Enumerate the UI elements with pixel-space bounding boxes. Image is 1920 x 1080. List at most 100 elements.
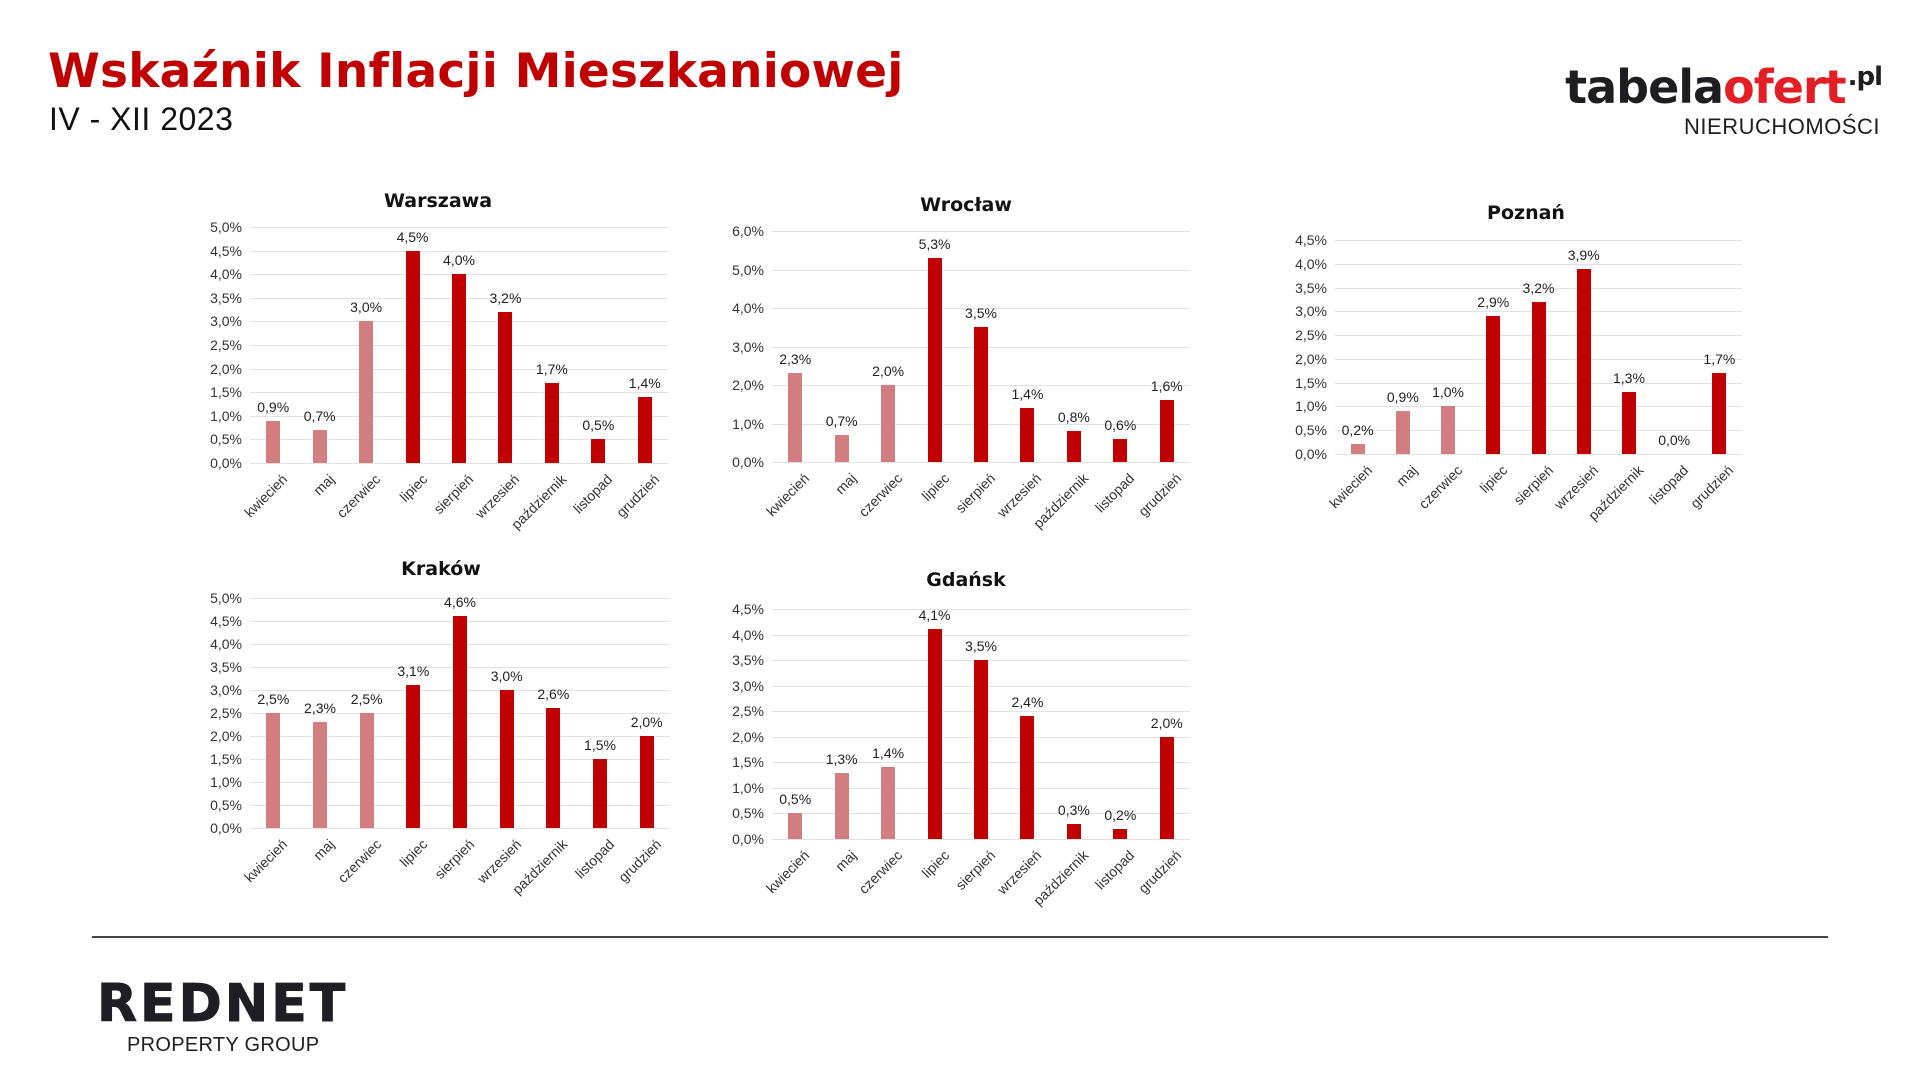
y-tick-label: 4,5% (1295, 232, 1327, 248)
data-label: 3,2% (1522, 279, 1555, 296)
logo-subtitle: NIERUCHOMOŚCI (1684, 114, 1880, 139)
x-tick-label: lipiec (395, 471, 430, 505)
data-label: 2,6% (537, 686, 570, 703)
x-tick-label: sierpień (952, 470, 999, 516)
x-tick-label: maj (831, 847, 859, 875)
y-tick-label: 1,5% (210, 384, 242, 401)
tabelaofert-wordmark: tabelaofert.pl (1565, 52, 1883, 112)
data-label: 3,1% (397, 663, 430, 680)
gridline (250, 598, 670, 599)
data-label: 1,4% (872, 745, 905, 762)
x-tick-label: lipiec (1476, 462, 1511, 496)
x-tick-label: maj (831, 470, 859, 498)
y-tick-label: 2,0% (732, 377, 764, 393)
y-tick-label: 3,5% (210, 659, 242, 675)
gridline (1335, 263, 1742, 265)
bar (1159, 400, 1174, 462)
bar (1020, 408, 1035, 462)
bar (312, 429, 327, 463)
rednet-wordmark: REDNET (96, 974, 349, 1034)
gridline (772, 231, 1190, 232)
data-label: 2,3% (779, 351, 812, 368)
bar (405, 250, 420, 463)
y-tick-label: 1,5% (1295, 374, 1327, 391)
y-tick-label: 1,0% (1295, 398, 1327, 415)
y-tick-label: 1,0% (732, 779, 764, 796)
data-label: 2,9% (1477, 294, 1510, 311)
y-tick-label: 1,0% (210, 407, 242, 424)
x-tick-label: maj (1392, 462, 1421, 490)
x-tick-label: grudzień (612, 471, 663, 521)
y-tick-label: 2,5% (732, 703, 764, 720)
data-label: 2,5% (257, 691, 290, 707)
gridline (250, 250, 668, 252)
bar (834, 435, 849, 462)
data-label: 2,0% (630, 714, 663, 730)
data-label: 1,7% (1703, 351, 1736, 368)
gridline (772, 308, 1190, 309)
gridline (772, 634, 1190, 636)
y-tick-label: 2,0% (1295, 350, 1327, 367)
data-label: 1,4% (1011, 386, 1044, 403)
bar (1159, 736, 1174, 839)
y-tick-label: 5,0% (210, 590, 242, 606)
x-tick-label: sierpień (430, 471, 477, 517)
x-tick-label: listopad (570, 471, 616, 517)
y-tick-label: 4,0% (210, 266, 242, 283)
data-label: 3,0% (350, 299, 383, 316)
x-tick-label: listopad (1646, 462, 1692, 508)
y-tick-label: 4,0% (1295, 255, 1327, 272)
bar (1113, 438, 1128, 462)
x-tick-label: lipiec (396, 836, 431, 870)
x-tick-label: grudzień (1134, 847, 1185, 897)
bar (359, 713, 374, 828)
bar (1712, 373, 1727, 454)
bar (974, 327, 988, 462)
gridline (772, 462, 1190, 463)
rednet-logo: REDNET PROPERTY GROUP (96, 974, 349, 1057)
y-tick-label: 0,5% (732, 805, 764, 822)
y-tick-label: 0,0% (210, 455, 242, 471)
bar (927, 257, 942, 462)
bar (974, 660, 988, 839)
data-label: 1,7% (535, 360, 568, 377)
x-tick-label: sierpień (1509, 462, 1556, 508)
y-tick-label: 3,0% (732, 677, 764, 694)
chart-title: Gdańsk (926, 569, 1006, 591)
data-label: 0,5% (582, 417, 615, 434)
y-tick-label: 3,0% (732, 338, 764, 355)
y-tick-label: 1,5% (732, 754, 764, 771)
bar (1066, 823, 1081, 839)
bar (1621, 392, 1636, 454)
data-label: 0,7% (825, 413, 858, 430)
y-tick-label: 4,0% (210, 636, 242, 652)
page-title: Wskaźnik Inflacji Mieszkaniowej (48, 44, 904, 99)
x-tick-label: grudzień (1687, 462, 1737, 512)
data-label: 0,0% (1658, 432, 1691, 448)
x-tick-label: kwiecień (763, 847, 813, 897)
y-tick-label: 2,0% (732, 728, 764, 745)
y-tick-label: 5,0% (732, 261, 764, 278)
data-label: 2,4% (1011, 694, 1044, 711)
bar (1441, 406, 1456, 454)
bar (1486, 316, 1501, 454)
gridline (250, 463, 668, 464)
data-label: 3,2% (489, 289, 522, 306)
y-tick-label: 2,0% (210, 728, 242, 744)
y-tick-label: 1,5% (210, 751, 242, 767)
y-tick-label: 3,0% (210, 682, 242, 698)
bar (499, 690, 514, 828)
x-tick-label: sierpień (431, 836, 478, 882)
x-tick-label: listopad (1092, 470, 1138, 516)
bar (593, 759, 607, 828)
data-label: 1,3% (1612, 370, 1645, 387)
data-label: 1,6% (1150, 378, 1183, 395)
data-label: 0,9% (257, 398, 290, 415)
y-tick-label: 0,0% (732, 454, 764, 470)
bar (452, 274, 466, 463)
bar (788, 813, 803, 839)
data-label: 3,0% (490, 668, 523, 684)
y-tick-label: 2,5% (210, 705, 242, 721)
data-label: 4,6% (444, 594, 476, 611)
x-tick-label: listopad (1092, 847, 1138, 893)
